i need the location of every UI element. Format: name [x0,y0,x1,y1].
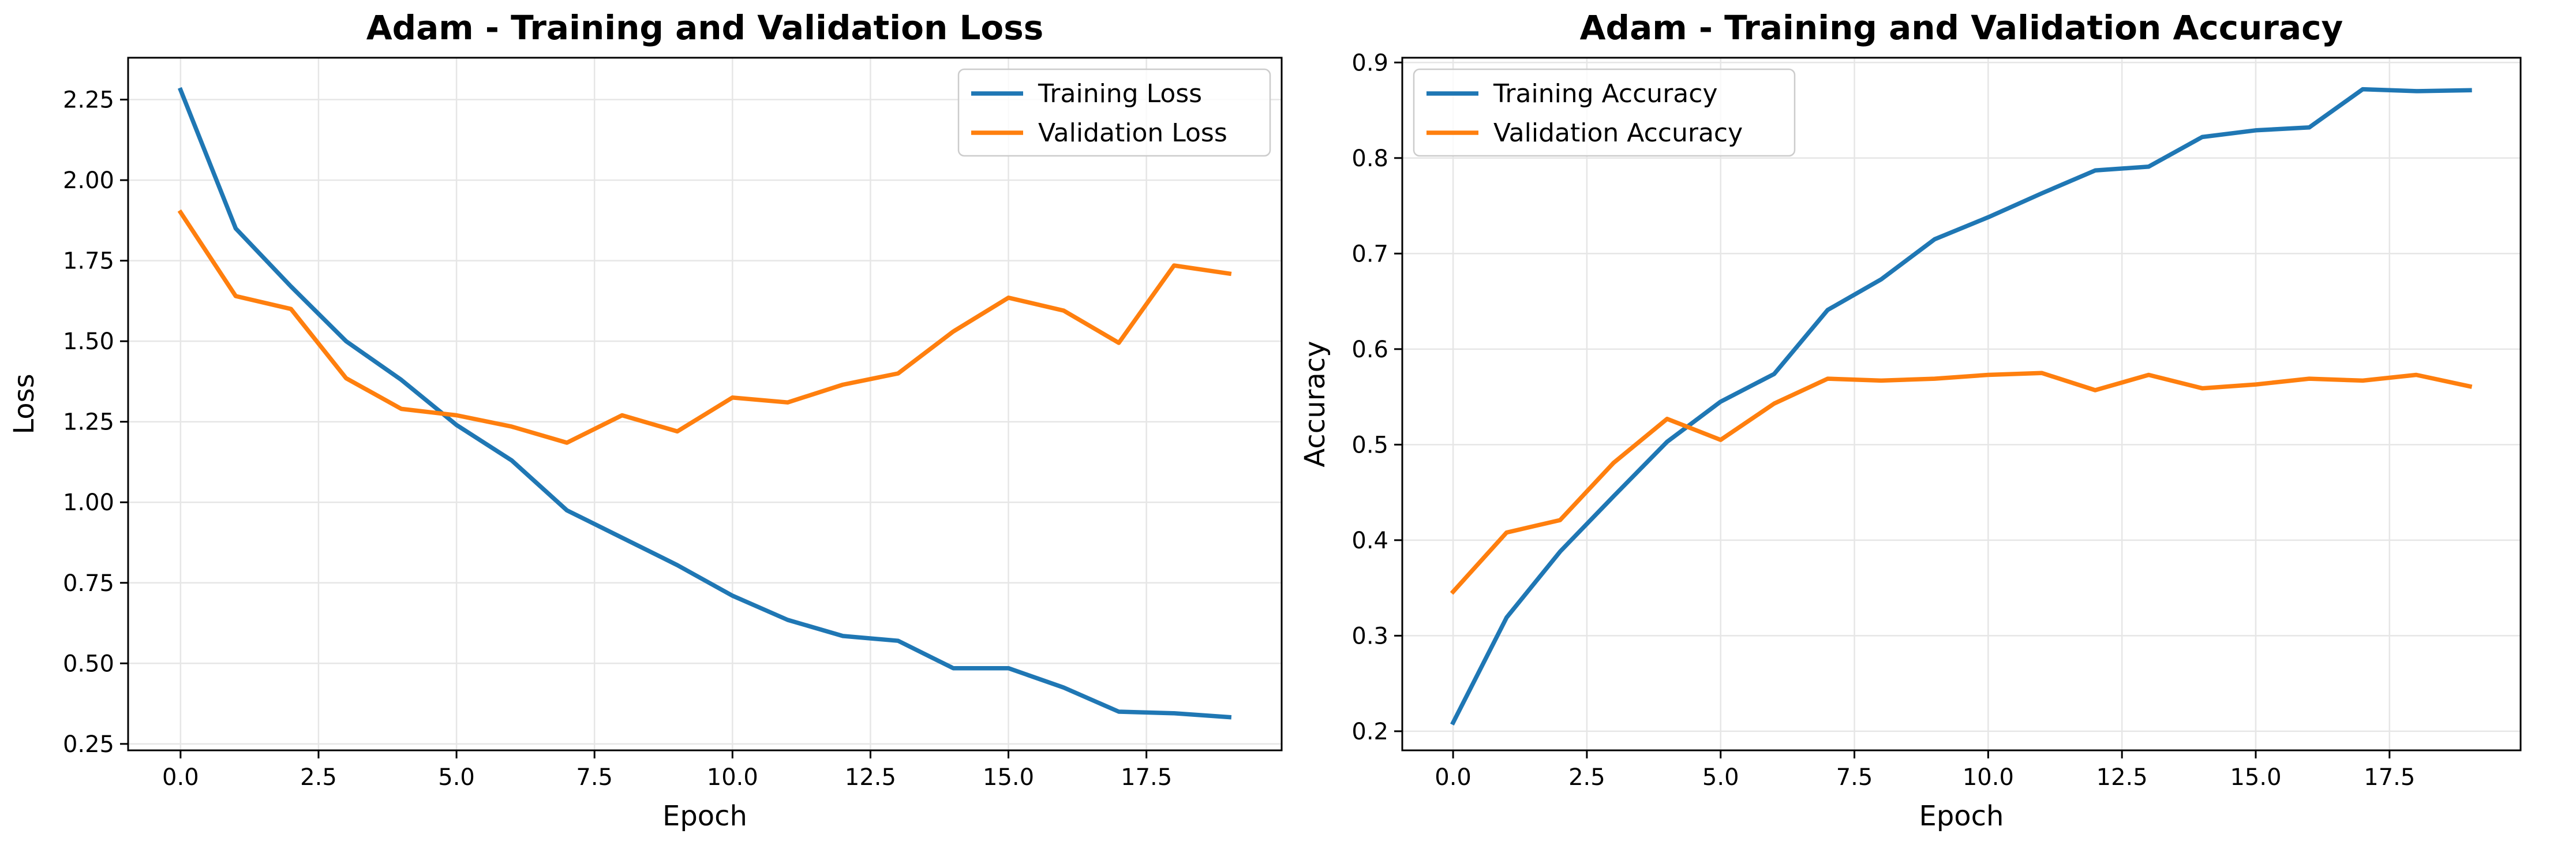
y-tick-label: 0.5 [1351,432,1388,458]
y-tick-label: 2.00 [63,167,114,194]
series-line-training-accuracy [1450,87,2472,726]
x-axis-label: Epoch [1919,800,2004,832]
x-tick-label: 10.0 [1963,764,2014,791]
legend-label: Training Loss [1038,79,1202,109]
x-tick-label: 12.5 [845,764,896,791]
x-tick-label: 2.5 [1568,764,1605,791]
chart-title: Adam - Training and Validation Accuracy [1580,8,2343,47]
y-tick-label: 0.75 [63,570,114,597]
x-tick-label: 10.0 [707,764,758,791]
x-tick-label: 0.0 [162,764,199,791]
x-tick-label: 12.5 [2096,764,2148,791]
x-tick-label: 15.0 [983,764,1034,791]
plot-frame [1401,57,2522,751]
x-tick-label: 7.5 [576,764,613,791]
loss-chart-panel: 0.0 2.5 5.0 7.5 10.0 12.5 15.0 17.5 0.25 0.50 0.75… [8,8,1283,832]
accuracy-chart-panel: 0.0 2.5 5.0 7.5 10.0 12.5 15.0 17.5 0.2 0.3 0.4 0.5… [1299,8,2522,832]
y-tick-label: 0.3 [1351,623,1388,649]
x-axis-label: Epoch [662,800,747,832]
y-tick-label: 0.50 [63,650,114,677]
x-tick-label: 15.0 [2230,764,2281,791]
legend-label: Training Accuracy [1493,79,1717,109]
chart-title: Adam - Training and Validation Loss [366,8,1044,47]
legend [1413,68,1796,157]
plot-frame [127,57,1283,751]
y-tick-label: 0.4 [1351,528,1388,554]
y-tick-label: 1.50 [63,328,114,355]
y-tick-label: 1.00 [63,489,114,516]
legend-label: Validation Accuracy [1493,118,1743,148]
y-tick-label: 2.25 [63,87,114,114]
series-line-validation-loss [177,209,1232,445]
y-tick-label: 0.2 [1351,719,1388,745]
x-tick-label: 7.5 [1836,764,1873,791]
x-tick-label: 17.5 [1121,764,1172,791]
y-axis-label: Loss [8,373,40,434]
y-tick-label: 1.25 [63,409,114,436]
x-tick-label: 0.0 [1435,764,1472,791]
y-tick-label: 0.25 [63,731,114,758]
legend-label: Validation Loss [1038,118,1227,148]
y-axis-label: Accuracy [1299,341,1331,467]
y-tick-label: 1.75 [63,248,114,275]
y-tick-label: 0.7 [1351,241,1388,267]
series-line-validation-accuracy [1450,371,2473,595]
x-tick-label: 17.5 [2364,764,2415,791]
y-tick-label: 0.6 [1351,336,1388,363]
x-tick-label: 2.5 [300,764,337,791]
y-tick-label: 0.8 [1351,145,1388,172]
series-line-training-loss [178,87,1232,720]
x-tick-label: 5.0 [438,764,475,791]
legend [957,68,1271,157]
x-tick-label: 5.0 [1702,764,1739,791]
y-tick-label: 0.9 [1351,50,1388,76]
